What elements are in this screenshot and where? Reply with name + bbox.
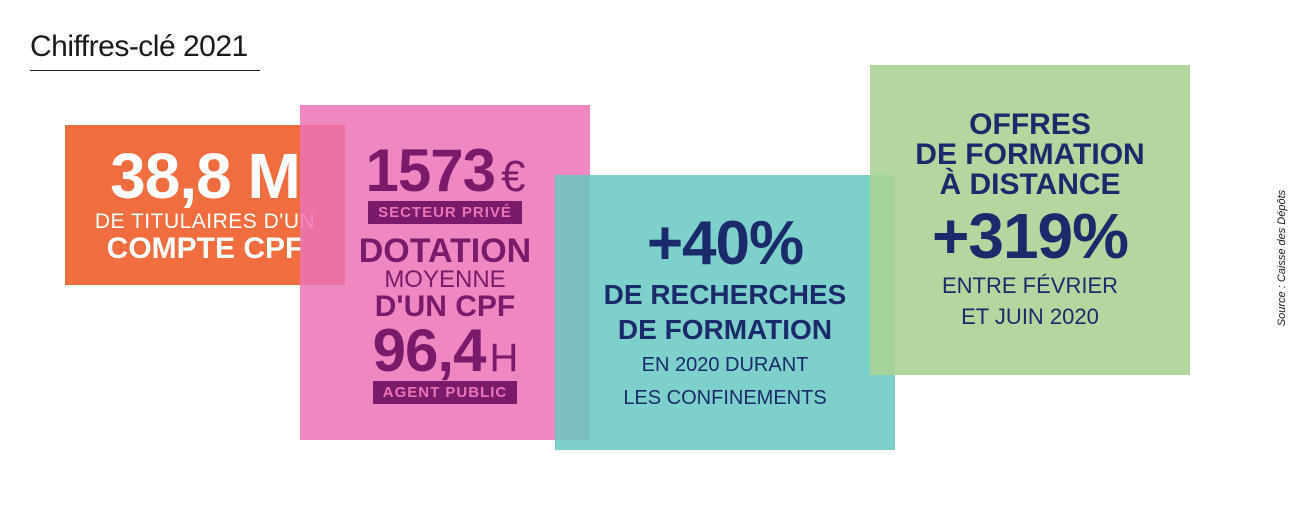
stat-card-recherches: +40% DE RECHERCHES DE FORMATION EN 2020 … bbox=[555, 175, 895, 450]
stat-value-public: 96,4H bbox=[373, 322, 518, 379]
stat-label-line1: DE TITULAIRES D'UN bbox=[95, 210, 315, 234]
stat-label-line2: ET JUIN 2020 bbox=[961, 304, 1099, 329]
stat-unit: € bbox=[501, 152, 524, 201]
stat-value-private: 1573€ bbox=[366, 142, 525, 199]
stat-title-line1: OFFRES bbox=[969, 110, 1091, 140]
stat-title-line3: À DISTANCE bbox=[939, 170, 1120, 200]
stat-card-offres: OFFRES DE FORMATION À DISTANCE +319% ENT… bbox=[870, 65, 1190, 375]
source-credit: Source : Caisse des Dépôts bbox=[1276, 189, 1288, 325]
stat-mid-line2: MOYENNE bbox=[384, 268, 505, 292]
stat-title-line2: DE FORMATION bbox=[915, 140, 1144, 170]
stat-mid-line1: DOTATION bbox=[359, 234, 532, 268]
stat-number: 96,4 bbox=[373, 317, 486, 384]
stat-value: 38,8 M bbox=[110, 146, 300, 207]
stat-label-light-line2: LES CONFINEMENTS bbox=[623, 387, 826, 410]
tag-public-agent: AGENT PUBLIC bbox=[373, 381, 518, 404]
page-title: Chiffres-clé 2021 bbox=[30, 30, 260, 71]
stat-value: +319% bbox=[932, 206, 1128, 267]
stat-number: 1573 bbox=[366, 137, 495, 204]
stat-card-dotation: 1573€ SECTEUR PRIVÉ DOTATION MOYENNE D'U… bbox=[300, 105, 590, 440]
stat-value: +40% bbox=[647, 215, 803, 274]
infographic-canvas: Chiffres-clé 2021 38,8 M DE TITULAIRES D… bbox=[0, 0, 1300, 515]
stat-label-line2: COMPTE CPF bbox=[107, 234, 304, 264]
tag-private-sector: SECTEUR PRIVÉ bbox=[368, 201, 522, 224]
stat-unit: H bbox=[489, 336, 517, 380]
stat-label-bold-line1: DE RECHERCHES bbox=[604, 280, 847, 309]
stat-label-light-line1: EN 2020 DURANT bbox=[642, 354, 809, 377]
stat-label-line1: ENTRE FÉVRIER bbox=[942, 273, 1118, 298]
stat-label-bold-line2: DE FORMATION bbox=[618, 315, 832, 344]
